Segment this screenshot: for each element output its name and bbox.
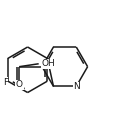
Text: O: O (16, 80, 23, 89)
Text: F: F (3, 78, 8, 87)
Text: OH: OH (41, 59, 55, 68)
Text: N: N (73, 82, 80, 91)
